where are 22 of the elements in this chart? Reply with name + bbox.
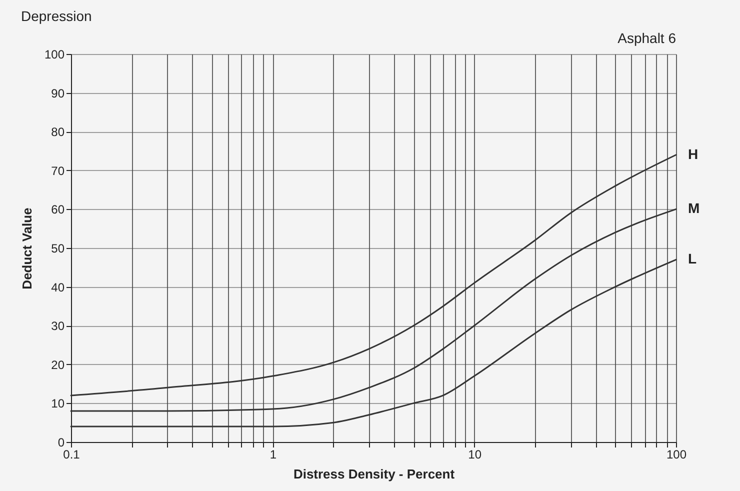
y-tick-label: 40: [51, 280, 65, 294]
y-tick-label: 30: [51, 319, 65, 334]
series-label: L: [688, 250, 697, 267]
text: Asphalt 6: [618, 30, 676, 46]
x-tick-label: 1: [270, 448, 277, 462]
y-axis-title: Deduct Value: [19, 208, 34, 290]
x-tick-label: 100: [666, 448, 687, 462]
y-tick-label: 10: [51, 396, 65, 411]
y-tick-label: 90: [51, 86, 65, 100]
y-tick-label: 60: [51, 202, 65, 217]
x-tick-label: 0.1: [63, 448, 80, 462]
y-tick-label: 80: [51, 125, 65, 140]
chart-title: Depression: [20, 8, 92, 24]
series-label: H: [688, 146, 698, 162]
x-axis-title: Distress Density - Percent: [293, 466, 456, 482]
x-tick-label: 10: [468, 448, 482, 462]
y-tick-label: 20: [51, 358, 65, 372]
y-tick-label: 100: [44, 48, 65, 62]
y-tick-label: 50: [51, 242, 65, 256]
y-tick-label: 70: [51, 164, 65, 178]
series-label: M: [688, 200, 700, 216]
y-tick-label: 0: [58, 436, 65, 450]
